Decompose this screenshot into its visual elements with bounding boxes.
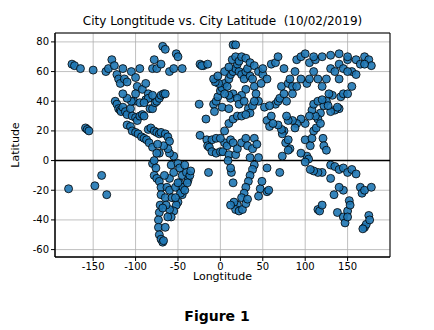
html-text:Latitude: Latitude: [8, 122, 22, 168]
svg-text:-60: -60: [33, 244, 49, 255]
html-text:Figure 1: Figure 1: [184, 308, 250, 324]
svg-text:-20: -20: [33, 185, 49, 196]
svg-text:-40: -40: [33, 214, 49, 225]
svg-text:100: 100: [296, 261, 315, 272]
svg-text:-100: -100: [124, 261, 147, 272]
svg-text:80: 80: [36, 36, 49, 47]
svg-text:-50: -50: [170, 261, 186, 272]
svg-text:20: 20: [36, 125, 49, 136]
svg-text:40: 40: [36, 96, 49, 107]
svg-text:150: 150: [338, 261, 357, 272]
html-text:City Longtitude vs. City Latit: City Longtitude vs. City Latitude (10/02…: [82, 14, 363, 28]
svg-text:0: 0: [217, 261, 224, 273]
svg-text:0: 0: [43, 155, 49, 166]
svg-text:60: 60: [36, 66, 49, 77]
svg-text:-150: -150: [82, 261, 105, 272]
html-text:Longtitude: Longtitude: [193, 270, 252, 283]
svg-text:50: 50: [256, 261, 269, 272]
